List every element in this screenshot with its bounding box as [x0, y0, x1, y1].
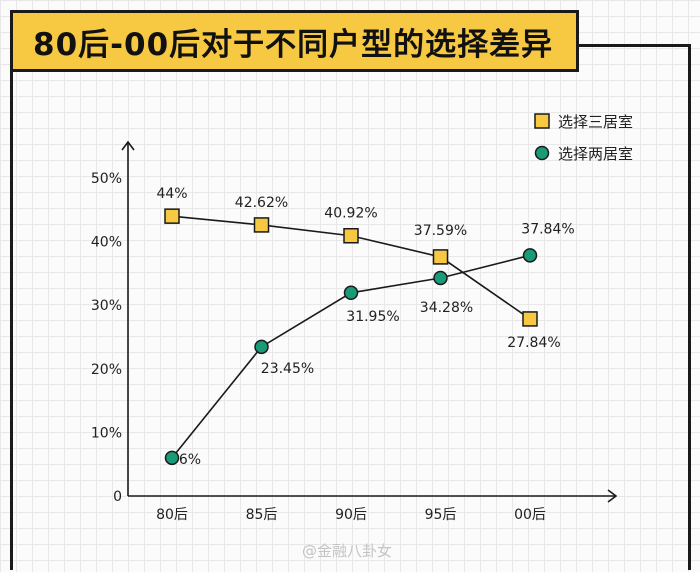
- data-point-square: [253, 217, 270, 233]
- frame-right-line: [688, 44, 691, 570]
- frame-left-line: [10, 72, 13, 570]
- data-point-circle: [164, 450, 180, 466]
- y-tick-label: 30%: [91, 298, 122, 314]
- x-axis-arrow: [607, 489, 618, 503]
- data-label: 27.84%: [507, 335, 560, 351]
- y-tick-label: 0: [113, 489, 122, 505]
- data-point-square: [522, 311, 538, 327]
- y-axis-arrow: [121, 140, 135, 151]
- y-tick-label: 50%: [91, 171, 122, 187]
- data-point-circle: [522, 248, 538, 263]
- y-tick-label: 20%: [91, 362, 122, 378]
- chart-title: 80后-00后对于不同户型的选择差异: [33, 26, 554, 63]
- x-tick-label: 00后: [514, 507, 546, 523]
- data-label: 42.62%: [235, 195, 288, 211]
- data-label: 34.28%: [420, 300, 473, 316]
- y-tick-label: 10%: [91, 425, 122, 441]
- frame-top-line: [579, 44, 691, 47]
- legend-label: 选择三居室: [558, 113, 633, 131]
- series-lines: [171, 215, 531, 459]
- axes: [121, 140, 618, 503]
- x-tick-label: 95后: [425, 507, 457, 523]
- data-label: 23.45%: [261, 361, 314, 377]
- data-point-circle: [254, 339, 269, 355]
- data-label: 31.95%: [346, 309, 399, 325]
- x-tick-labels: 80后 85后 90后 95后 00后: [156, 507, 546, 523]
- data-point-square: [164, 208, 180, 224]
- y-tick-labels: 0 10% 20% 30% 40% 50%: [91, 171, 122, 505]
- legend-marker-circle: [534, 145, 550, 161]
- data-point-square: [343, 227, 359, 244]
- data-labels: 44% 42.62% 40.92% 37.59% 27.84% 6% 23.45% 31.95…: [156, 186, 574, 468]
- legend-marker-square: [534, 113, 550, 129]
- data-label: 44%: [156, 186, 187, 202]
- data-label: 6%: [179, 452, 201, 468]
- data-point-circle: [343, 285, 359, 301]
- x-tick-label: 85后: [246, 507, 278, 523]
- y-tick-label: 40%: [91, 235, 122, 251]
- watermark: @金融八卦女: [302, 542, 393, 560]
- data-point-square: [432, 249, 449, 265]
- legend-label: 选择两居室: [558, 145, 633, 163]
- data-label: 37.84%: [521, 221, 574, 237]
- series-markers: [164, 208, 538, 466]
- title-banner: 80后-00后对于不同户型的选择差异: [10, 10, 579, 72]
- data-label: 37.59%: [414, 223, 467, 239]
- data-label: 40.92%: [324, 206, 377, 222]
- data-point-circle: [433, 270, 448, 286]
- x-tick-label: 80后: [156, 507, 188, 523]
- x-tick-label: 90后: [335, 507, 367, 523]
